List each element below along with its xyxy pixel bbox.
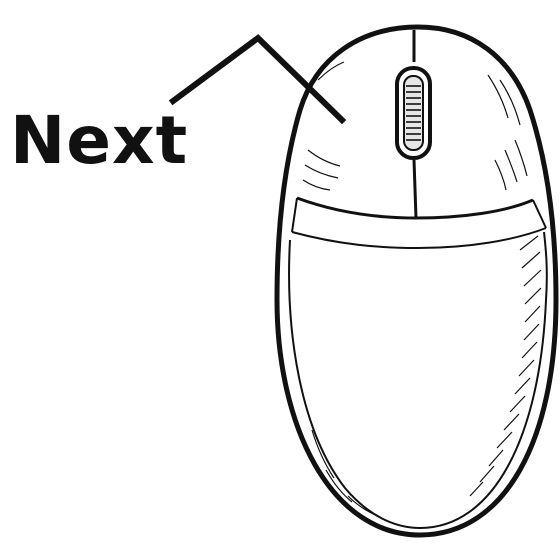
scroll-wheel: [403, 75, 424, 151]
left-button-seam: [296, 196, 417, 220]
mouse-body-outline: [274, 24, 559, 538]
seam-lower-edge: [291, 227, 547, 250]
mouse-body-inner-contour: [288, 231, 548, 530]
button-divider: [412, 30, 418, 219]
scroll-wheel-ridges: [406, 85, 421, 141]
pointer-line: [168, 34, 347, 125]
seam-left-bevel: [291, 197, 298, 233]
left-button-hatching: [302, 61, 345, 191]
body-side-hatching: [469, 235, 542, 497]
right-button-seam: [415, 198, 534, 220]
right-button-hatching: [487, 74, 528, 191]
next-label: Next: [10, 102, 189, 179]
body-bottom-hatching: [311, 429, 379, 517]
seam-right-bevel: [532, 199, 547, 229]
